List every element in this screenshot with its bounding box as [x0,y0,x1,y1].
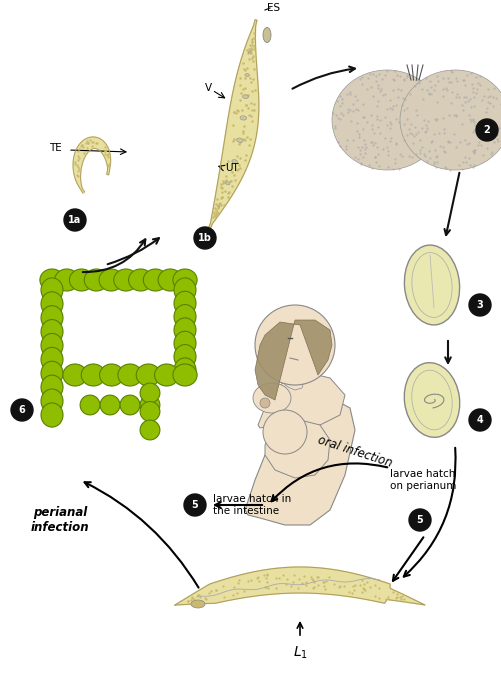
Ellipse shape [118,364,142,386]
Ellipse shape [41,320,63,344]
Ellipse shape [99,269,123,291]
Circle shape [11,399,33,421]
Text: ES: ES [267,3,280,13]
Ellipse shape [41,389,63,413]
Circle shape [184,494,206,516]
Text: 5: 5 [191,500,198,510]
Ellipse shape [80,395,100,415]
Text: 5: 5 [417,515,423,525]
Ellipse shape [100,395,120,415]
Ellipse shape [173,269,197,291]
Ellipse shape [400,70,501,170]
Ellipse shape [41,306,63,330]
Ellipse shape [114,269,138,291]
Ellipse shape [404,363,460,437]
Text: larvae hatch in
the intestine: larvae hatch in the intestine [213,494,291,516]
Ellipse shape [41,347,63,372]
Circle shape [476,119,498,141]
Ellipse shape [41,333,63,357]
Circle shape [469,409,491,431]
Ellipse shape [41,361,63,385]
Circle shape [409,509,431,531]
Text: 1b: 1b [198,233,212,243]
Ellipse shape [240,116,246,120]
Text: 3: 3 [476,300,483,310]
Ellipse shape [158,269,182,291]
Circle shape [194,227,216,249]
Circle shape [263,410,307,454]
Ellipse shape [140,395,160,415]
Ellipse shape [248,51,251,53]
Polygon shape [245,400,355,525]
Ellipse shape [55,269,79,291]
Text: larvae hatch
on perianum: larvae hatch on perianum [390,469,456,491]
Ellipse shape [332,70,442,170]
Polygon shape [255,320,332,400]
Ellipse shape [242,95,248,98]
Ellipse shape [41,292,63,316]
Ellipse shape [143,269,167,291]
Text: 6: 6 [19,405,26,415]
Text: 2: 2 [483,125,490,135]
Ellipse shape [140,402,160,421]
Ellipse shape [140,383,160,403]
Ellipse shape [191,600,205,608]
Text: $L_1$: $L_1$ [293,645,308,662]
Text: oral infection: oral infection [316,434,394,470]
Ellipse shape [174,305,196,329]
Text: TE: TE [49,143,62,153]
Circle shape [255,305,335,385]
Ellipse shape [63,364,87,386]
Ellipse shape [174,331,196,355]
Ellipse shape [100,364,124,386]
Ellipse shape [84,269,108,291]
Ellipse shape [174,291,196,316]
Ellipse shape [41,403,63,427]
Ellipse shape [217,206,220,207]
Ellipse shape [140,420,160,440]
Ellipse shape [245,74,249,76]
Ellipse shape [236,138,243,143]
Ellipse shape [136,364,160,386]
Polygon shape [265,420,330,478]
Text: 4: 4 [476,415,483,425]
Ellipse shape [174,318,196,342]
Ellipse shape [70,269,94,291]
Polygon shape [175,567,425,605]
Text: perianal
infection: perianal infection [31,506,89,534]
Ellipse shape [174,278,196,302]
Polygon shape [258,372,345,428]
Ellipse shape [41,278,63,302]
Circle shape [469,294,491,316]
Circle shape [64,209,86,231]
Ellipse shape [263,27,271,42]
Ellipse shape [174,344,196,369]
Text: V: V [204,83,211,93]
Ellipse shape [225,182,230,185]
Text: UT: UT [225,163,239,173]
Ellipse shape [81,364,105,386]
Polygon shape [73,137,111,193]
Ellipse shape [120,395,140,415]
Ellipse shape [40,269,64,291]
Ellipse shape [253,383,291,413]
Ellipse shape [41,375,63,400]
Ellipse shape [404,245,459,325]
Ellipse shape [173,364,197,386]
Text: 1a: 1a [68,215,82,225]
Circle shape [260,398,270,408]
Polygon shape [209,20,259,227]
Ellipse shape [129,269,153,291]
Ellipse shape [155,364,179,386]
Ellipse shape [174,358,196,382]
Ellipse shape [232,160,237,164]
Polygon shape [285,370,305,390]
